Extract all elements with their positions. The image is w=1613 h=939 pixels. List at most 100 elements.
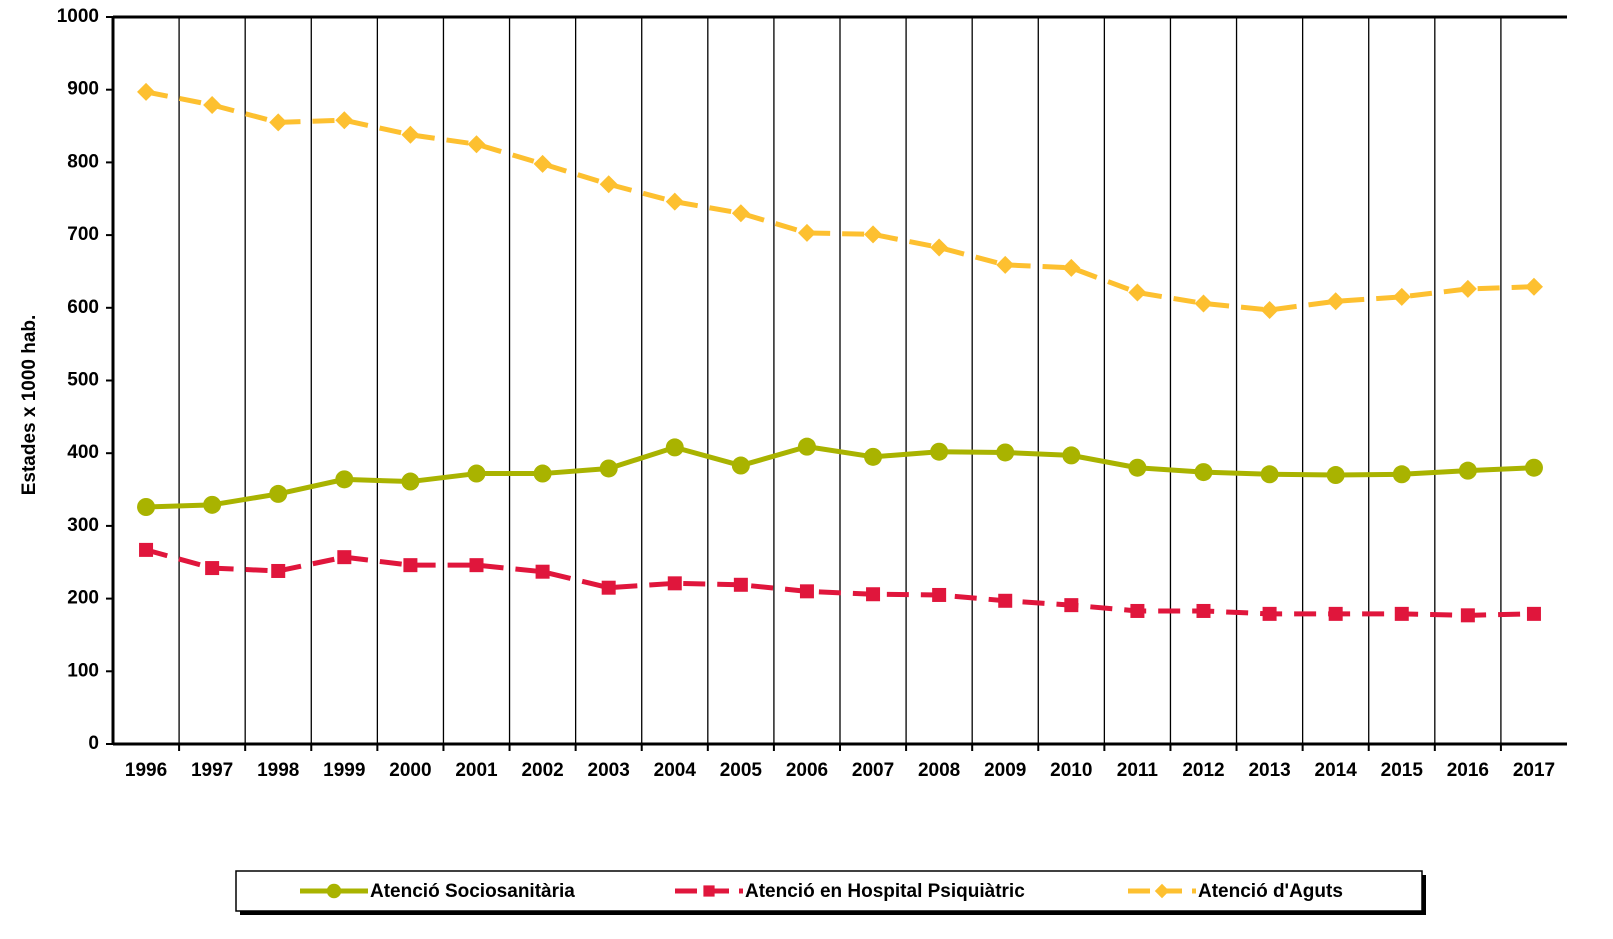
point (1392, 287, 1411, 306)
y-tick-label: 100 (67, 660, 99, 681)
point (731, 456, 750, 475)
point (139, 542, 154, 557)
point (269, 113, 288, 132)
x-tick-label: 1996 (125, 760, 167, 781)
point (1458, 279, 1477, 298)
point (932, 587, 947, 602)
point (1194, 463, 1213, 482)
point (401, 125, 420, 144)
x-tick-label: 2005 (720, 760, 763, 781)
point (1526, 606, 1541, 621)
point (703, 885, 715, 897)
point (203, 495, 222, 514)
point (533, 464, 552, 483)
point (601, 580, 616, 595)
x-tick-label: 2007 (852, 760, 894, 781)
point (866, 587, 881, 602)
point (1062, 258, 1081, 277)
point (930, 442, 949, 461)
point (1326, 466, 1345, 485)
legend-box (235, 870, 1423, 912)
point (996, 255, 1015, 274)
point (1154, 883, 1170, 899)
x-tick-label: 1999 (323, 760, 365, 781)
legend-item: Atenció Sociosanitària (300, 881, 575, 902)
x-tick-label: 2010 (1050, 760, 1092, 781)
x-tick-label: 1998 (257, 760, 299, 781)
point (1196, 603, 1211, 618)
point (599, 175, 618, 194)
point (1062, 446, 1081, 465)
point (1394, 606, 1409, 621)
point (864, 225, 883, 244)
x-tick-label: 2012 (1182, 760, 1224, 781)
y-tick-label: 800 (67, 151, 99, 172)
legend-item: Atenció d'Aguts (1128, 881, 1343, 902)
y-tick-label: 700 (67, 224, 99, 245)
series-line (145, 444, 1535, 510)
point (137, 82, 156, 101)
series-line (145, 547, 1535, 618)
x-tick-label: 2015 (1381, 760, 1424, 781)
point (269, 484, 288, 503)
y-tick-label: 200 (67, 588, 99, 609)
point (1524, 458, 1543, 477)
x-tick-label: 2013 (1248, 760, 1290, 781)
point (401, 472, 420, 491)
point (665, 438, 684, 457)
point (335, 111, 354, 130)
point (205, 561, 220, 576)
point (1260, 465, 1279, 484)
point (1524, 277, 1543, 296)
legend-label: Atenció d'Aguts (1198, 881, 1343, 902)
point (203, 95, 222, 114)
point (137, 497, 156, 516)
point (1392, 465, 1411, 484)
x-tick-label: 2017 (1513, 760, 1555, 781)
point (467, 464, 486, 483)
point (1458, 461, 1477, 480)
point (733, 577, 748, 592)
point (326, 883, 342, 899)
point (799, 584, 814, 599)
legend-label: Atenció en Hospital Psiquiàtric (745, 881, 1025, 902)
point (1326, 292, 1345, 311)
point (403, 558, 418, 573)
point (467, 135, 486, 154)
point (731, 204, 750, 223)
point (533, 154, 552, 173)
point (1328, 606, 1343, 621)
y-tick-label: 600 (67, 297, 99, 318)
legend-item: Atenció en Hospital Psiquiàtric (675, 881, 1025, 902)
y-tick-label: 0 (88, 733, 99, 754)
point (1128, 283, 1147, 302)
x-tick-label: 1997 (191, 760, 233, 781)
x-tick-label: 2016 (1447, 760, 1489, 781)
point (335, 470, 354, 489)
y-tick-label: 400 (67, 442, 99, 463)
x-tick-label: 2014 (1315, 760, 1358, 781)
point (665, 192, 684, 211)
legend-label: Atenció Sociosanitària (370, 881, 575, 902)
point (1260, 300, 1279, 319)
point (1064, 598, 1079, 613)
x-tick-label: 2004 (654, 760, 697, 781)
x-tick-label: 2008 (918, 760, 960, 781)
y-tick-label: 900 (67, 79, 99, 100)
point (998, 593, 1013, 608)
x-tick-label: 2003 (588, 760, 630, 781)
point (535, 564, 550, 579)
point (797, 437, 816, 456)
x-tick-label: 2009 (984, 760, 1026, 781)
point (1194, 294, 1213, 313)
x-tick-label: 2002 (521, 760, 563, 781)
point (864, 447, 883, 466)
point (599, 459, 618, 478)
point (271, 563, 286, 578)
y-tick-label: 500 (67, 370, 99, 391)
y-axis-label: Estades x 1000 hab. (19, 315, 40, 496)
point (337, 550, 352, 565)
point (1128, 458, 1147, 477)
x-tick-label: 2000 (389, 760, 431, 781)
